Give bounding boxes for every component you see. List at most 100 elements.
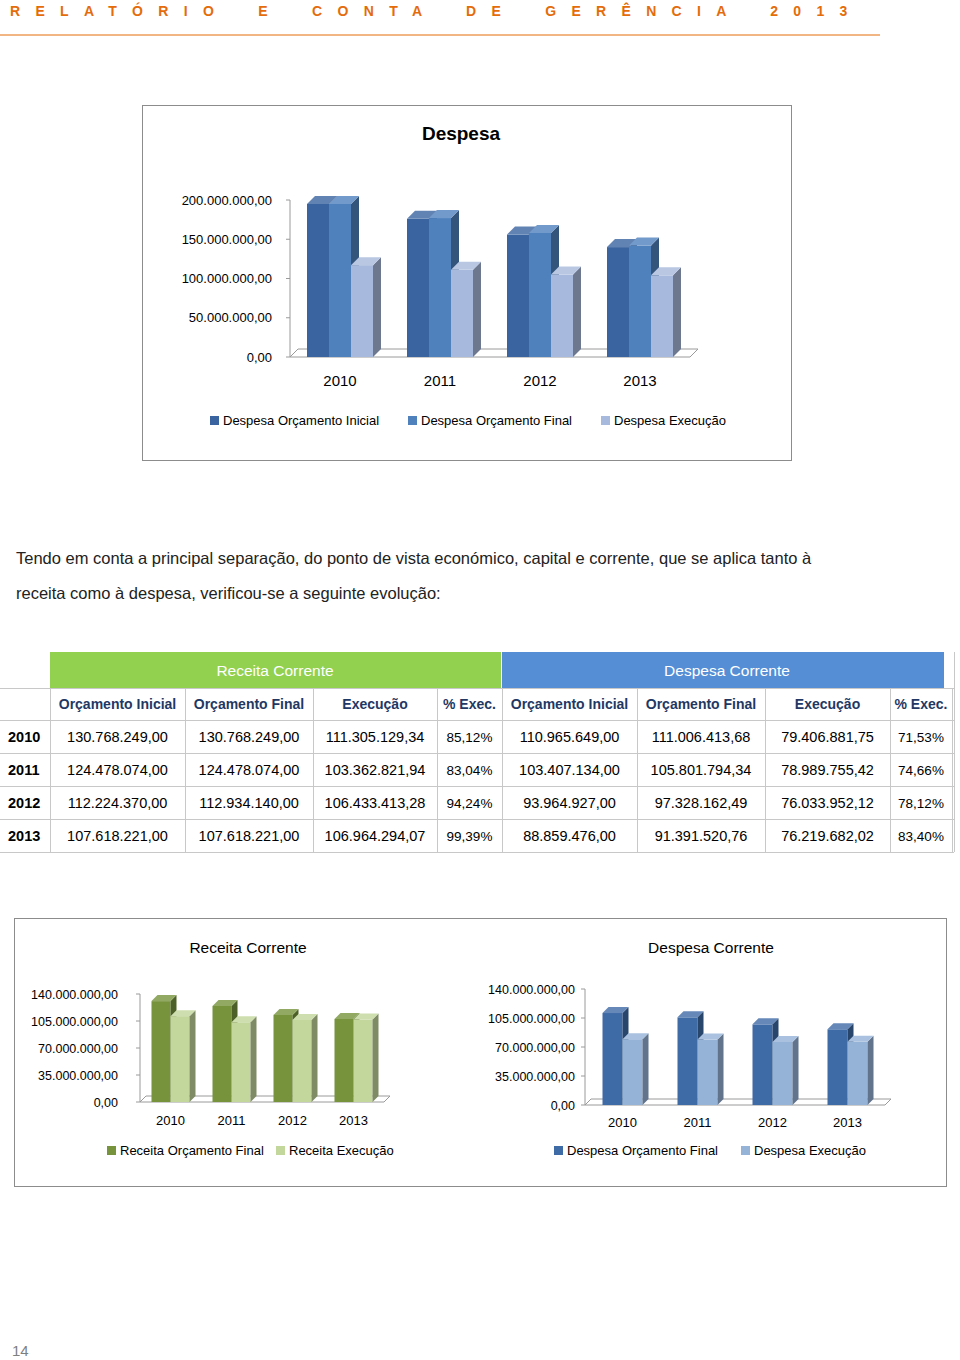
table-cell: 76.219.682,02: [781, 828, 874, 844]
table-cell: 130.768.249,00: [199, 729, 300, 745]
table-cell: 76.033.952,12: [781, 795, 874, 811]
table-row-header: 2012: [8, 795, 40, 811]
y-tick: [136, 1075, 140, 1076]
bar-side: [718, 1034, 724, 1105]
table-rule: [890, 688, 891, 852]
bar-front: [607, 247, 629, 357]
table-cell: 94,24%: [447, 796, 493, 811]
table-column-header: Execução: [795, 696, 860, 712]
x-tick-label: 2012: [523, 372, 556, 389]
bar-front: [529, 233, 551, 357]
bar-top: [629, 238, 659, 246]
y-tick: [136, 1048, 140, 1049]
page: RELATÓRIO E CONTA DE GERÊNCIA 2013 Despes…: [0, 0, 960, 1360]
header-rule: [0, 35, 880, 36]
table-rule: [502, 688, 503, 852]
legend-label: Despesa Orçamento Inicial: [223, 413, 379, 428]
bar-front: [329, 204, 351, 357]
bar-front: [335, 1019, 354, 1102]
y-tick: [286, 317, 290, 318]
legend-label: Despesa Orçamento Final: [421, 413, 572, 428]
bar-side: [373, 1013, 379, 1102]
chart-frame: [15, 919, 947, 1187]
table-cell: 74,66%: [898, 763, 944, 778]
bar: [651, 267, 681, 357]
table-rule: [0, 786, 954, 787]
table-column-header: Orçamento Inicial: [511, 696, 628, 712]
legend-swatch: [210, 416, 219, 425]
table-cell: 79.406.881,75: [781, 729, 874, 745]
bar-front: [651, 275, 673, 357]
bar-top: [351, 257, 381, 265]
table-cell: 124.478.074,00: [199, 762, 300, 778]
bar-front: [623, 1039, 643, 1105]
table-cell: 106.964.294,07: [325, 828, 426, 844]
bar-side: [573, 267, 581, 357]
x-tick-label: 2013: [833, 1115, 862, 1130]
header-title: RELATÓRIO E CONTA DE GERÊNCIA 2013: [10, 2, 863, 19]
table-cell: 130.768.249,00: [67, 729, 168, 745]
bar-front: [773, 1042, 793, 1105]
x-tick-label: 2012: [758, 1115, 787, 1130]
bar-front: [351, 265, 373, 357]
bar-front: [753, 1024, 773, 1105]
y-tick-label: 35.000.000,00: [38, 1069, 118, 1083]
bar: [551, 267, 581, 357]
table-cell: 107.618.221,00: [199, 828, 300, 844]
table-group-header: Receita Corrente: [216, 662, 333, 679]
bar-side: [251, 1016, 257, 1102]
bar-front: [629, 246, 651, 357]
table-rule: [0, 852, 954, 853]
bars: [307, 196, 681, 357]
legend-swatch: [276, 1146, 285, 1155]
bar-front: [451, 270, 473, 357]
y-tick-label: 35.000.000,00: [495, 1070, 575, 1084]
bar-front: [848, 1042, 868, 1105]
table-cell: 105.801.794,34: [651, 762, 752, 778]
bar-side: [793, 1036, 799, 1105]
y-tick: [136, 1021, 140, 1022]
table-cell: 97.328.162,49: [655, 795, 748, 811]
table-column-header: Orçamento Inicial: [59, 696, 176, 712]
table-rule: [765, 688, 766, 852]
page-background: [0, 0, 960, 1360]
legend-swatch: [107, 1146, 116, 1155]
bar: [354, 1013, 379, 1102]
x-tick-label: 2011: [424, 372, 456, 389]
legend-label: Receita Execução: [289, 1143, 394, 1158]
bar-front: [507, 235, 529, 357]
table-rule: [50, 688, 51, 852]
bar-top: [293, 1014, 318, 1020]
legend-label: Despesa Execução: [614, 413, 726, 428]
table-cell: 107.618.221,00: [67, 828, 168, 844]
table-row-header: 2010: [8, 729, 40, 745]
bar-front: [551, 275, 573, 357]
bar-front: [698, 1040, 718, 1105]
legend-label: Despesa Execução: [754, 1143, 866, 1158]
bar-top: [451, 262, 481, 270]
bar: [623, 1033, 649, 1105]
table-cell: 103.407.134,00: [519, 762, 620, 778]
table-row-header: 2013: [8, 828, 40, 844]
table-cell: 78.989.755,42: [781, 762, 874, 778]
y-tick: [581, 1018, 585, 1019]
bar-top: [773, 1036, 799, 1042]
table-cell: 91.391.520,76: [655, 828, 748, 844]
bar-top: [429, 210, 459, 218]
bar-front: [407, 219, 429, 357]
bar-top: [354, 1013, 379, 1019]
table-cell: 83,40%: [898, 829, 944, 844]
x-tick-label: 2011: [684, 1115, 712, 1130]
bar: [232, 1016, 257, 1102]
y-tick-label: 105.000.000,00: [488, 1012, 575, 1026]
table-rule: [0, 720, 954, 721]
table-cell: 124.478.074,00: [67, 762, 168, 778]
bar-side: [373, 257, 381, 357]
legend-label: Receita Orçamento Final: [120, 1143, 264, 1158]
table-cell: 71,53%: [898, 730, 944, 745]
chart: Despesa Corrente0,0035.000.000,0070.000.…: [488, 939, 891, 1158]
bar-front: [274, 1015, 293, 1102]
y-tick-label: 105.000.000,00: [31, 1015, 118, 1029]
bar-top: [213, 1000, 238, 1006]
table-cell: 110.965.649,00: [520, 729, 620, 745]
